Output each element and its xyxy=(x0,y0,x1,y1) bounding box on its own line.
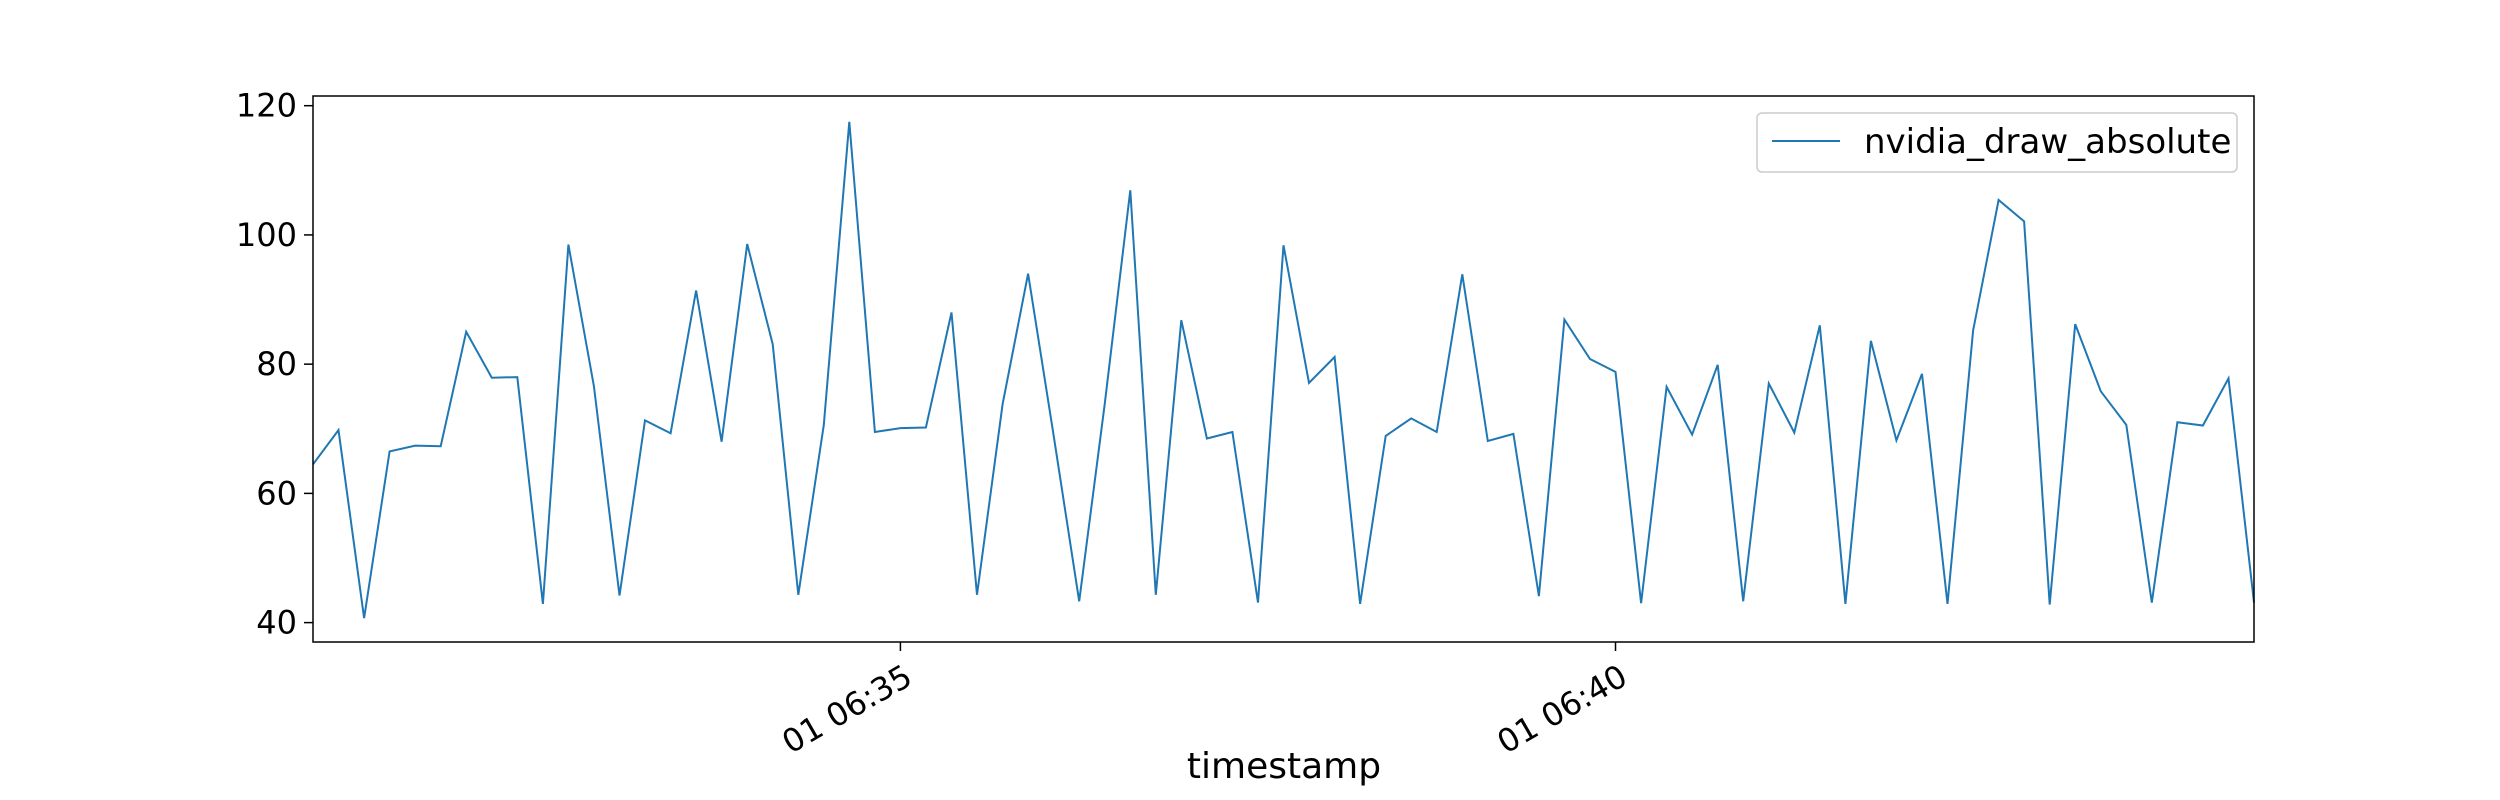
y-axis-ticks: 40 60 80 100 120 xyxy=(236,87,313,642)
legend-box xyxy=(1756,112,2238,173)
x-axis-ticks: 01 06:35 01 06:40 xyxy=(775,642,1634,761)
plot-background xyxy=(313,96,2254,642)
y-tick-label: 80 xyxy=(256,345,297,383)
y-tick-label: 120 xyxy=(236,87,297,125)
y-tick-label: 60 xyxy=(256,474,297,512)
legend-label: nvidia_draw_absolute xyxy=(1864,122,2231,162)
x-axis-title: timestamp xyxy=(1187,746,1381,787)
legend: nvidia_draw_absolute xyxy=(1756,112,2238,173)
y-tick-label: 40 xyxy=(256,604,297,642)
series-layer xyxy=(312,121,2255,619)
x-tick-label: 01 06:40 xyxy=(1491,657,1634,761)
plot-frame xyxy=(312,95,2255,643)
x-tick-label: 01 06:35 xyxy=(775,657,918,761)
series-line-nvidia_draw_absolute xyxy=(312,121,2255,619)
y-tick-label: 100 xyxy=(236,216,297,254)
